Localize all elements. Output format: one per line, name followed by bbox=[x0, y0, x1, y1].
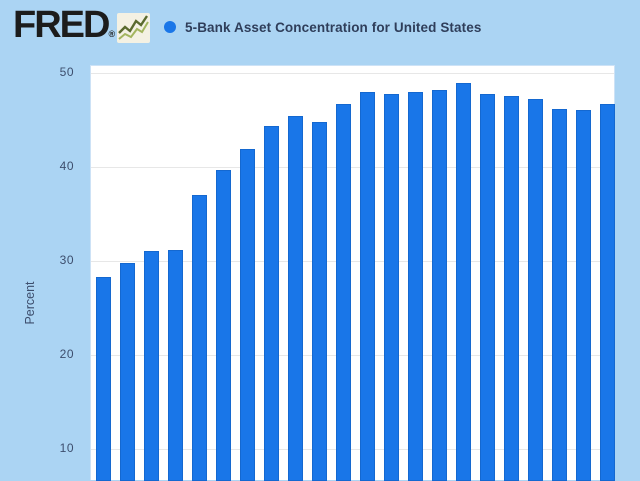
fred-logo-sparkline-icon bbox=[117, 13, 150, 43]
plot-area bbox=[90, 65, 615, 481]
bar-2006[interactable] bbox=[336, 104, 351, 481]
fred-logo: FRED® bbox=[13, 4, 115, 47]
bar-1998[interactable] bbox=[144, 251, 159, 481]
header: FRED® 5-Bank Asset Concentration for Uni… bbox=[0, 0, 640, 54]
bar-2012[interactable] bbox=[480, 94, 495, 481]
bar-2001[interactable] bbox=[216, 170, 231, 481]
bar-2017[interactable] bbox=[600, 104, 615, 481]
bar-2014[interactable] bbox=[528, 99, 543, 481]
gridline-10 bbox=[91, 449, 614, 450]
bar-2008[interactable] bbox=[384, 94, 399, 481]
y-tick-label-30: 30 bbox=[59, 253, 74, 267]
bar-2011[interactable] bbox=[456, 83, 471, 481]
bar-1999[interactable] bbox=[168, 250, 183, 481]
y-tick-label-10: 10 bbox=[59, 441, 74, 455]
bar-2013[interactable] bbox=[504, 96, 519, 481]
legend-label: 5-Bank Asset Concentration for United St… bbox=[185, 19, 482, 35]
bar-2010[interactable] bbox=[432, 90, 447, 481]
bar-2016[interactable] bbox=[576, 110, 591, 481]
legend: 5-Bank Asset Concentration for United St… bbox=[164, 16, 481, 38]
gridline-40 bbox=[91, 167, 614, 168]
y-tick-label-40: 40 bbox=[59, 159, 74, 173]
registered-mark: ® bbox=[108, 29, 116, 39]
bar-2000[interactable] bbox=[192, 195, 207, 481]
gridline-50 bbox=[91, 73, 614, 74]
gridline-30 bbox=[91, 261, 614, 262]
y-axis-title: Percent bbox=[23, 281, 37, 325]
bar-2015[interactable] bbox=[552, 109, 567, 481]
fred-logo-text: FRED bbox=[13, 4, 110, 46]
bar-1996[interactable] bbox=[96, 277, 111, 481]
bar-2002[interactable] bbox=[240, 149, 255, 481]
bar-2007[interactable] bbox=[360, 92, 375, 481]
y-tick-label-20: 20 bbox=[59, 347, 74, 361]
bar-2003[interactable] bbox=[264, 126, 279, 481]
y-tick-label-50: 50 bbox=[59, 65, 74, 79]
bar-1997[interactable] bbox=[120, 263, 135, 481]
gridline-20 bbox=[91, 355, 614, 356]
bar-2009[interactable] bbox=[408, 92, 423, 481]
bar-2004[interactable] bbox=[288, 116, 303, 481]
legend-marker-dot bbox=[164, 21, 176, 33]
bar-2005[interactable] bbox=[312, 122, 327, 481]
